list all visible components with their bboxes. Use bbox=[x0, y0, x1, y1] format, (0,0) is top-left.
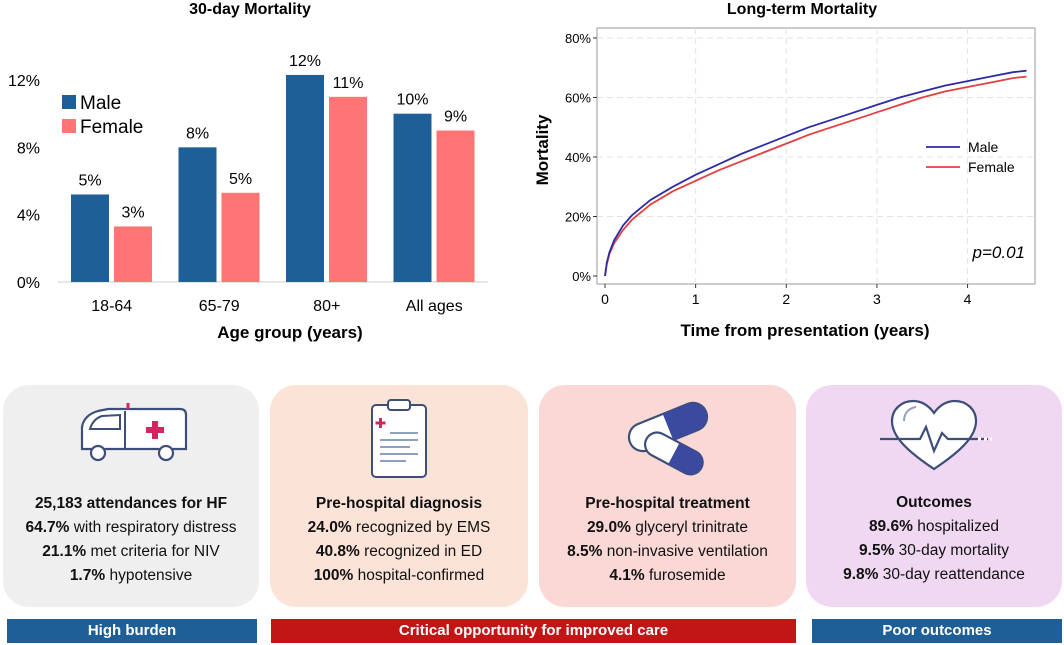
km-y-tick-label: 20% bbox=[565, 209, 591, 224]
bar-data-label: 10% bbox=[396, 92, 428, 109]
banner-critical-opportunity: Critical opportunity for improved care bbox=[271, 619, 796, 643]
km-x-tick-label: 4 bbox=[964, 291, 972, 307]
km-plot-frame bbox=[596, 27, 1036, 285]
card-outcomes-line-1: 89.6% hospitalized bbox=[868, 518, 1000, 535]
km-y-tick-label: 80% bbox=[565, 31, 591, 46]
bar-male-65-79 bbox=[178, 147, 217, 282]
card-diagnosis-line-2: 40.8% recognized in ED bbox=[315, 543, 483, 560]
bar-x-tick-label: 65-79 bbox=[199, 298, 240, 315]
bar-male-18-64 bbox=[71, 194, 109, 282]
ambulance-icon bbox=[68, 397, 194, 472]
card-high-burden: 25,183 attendances for HF 64.7% with res… bbox=[3, 385, 259, 607]
bar-data-label: 5% bbox=[229, 171, 252, 188]
banner-poor-outcomes: Poor outcomes bbox=[812, 619, 1062, 643]
card-burden-line-1: 64.7% with respiratory distress bbox=[25, 519, 237, 536]
bar-data-label: 11% bbox=[333, 75, 364, 92]
km-x-tick-label: 3 bbox=[873, 291, 881, 307]
km-y-tick-label: 40% bbox=[565, 150, 591, 165]
km-line-female bbox=[604, 75, 1027, 277]
card-treatment-line-3: 4.1% furosemide bbox=[609, 567, 726, 584]
bar-y-tick-label: 12% bbox=[8, 73, 40, 90]
km-chart-title: Long-term Mortality bbox=[727, 1, 877, 18]
legend-label-male: Male bbox=[80, 93, 121, 114]
bar-data-label: 5% bbox=[78, 172, 101, 189]
km-chart-legend: Male Female bbox=[926, 139, 1015, 175]
card-outcomes-line-2: 9.5% 30-day mortality bbox=[859, 542, 1009, 559]
km-chart-ylabel: Mortality bbox=[533, 114, 552, 185]
km-line-male bbox=[604, 69, 1027, 277]
heartbeat-icon bbox=[876, 397, 992, 480]
bar-chart-30-day-mortality: 30-day Mortality 0% 4% 8% 12% 18-64 65-79 80+ A… bbox=[8, 1, 488, 342]
card-diagnosis-line-1: 24.0% recognized by EMS bbox=[307, 519, 491, 536]
card-outcomes: Outcomes 89.6% hospitalized 9.5% 30-day … bbox=[806, 385, 1062, 607]
bar-female-80+ bbox=[329, 96, 367, 282]
bar-chart-bars: 5% 3% 8% 5% 12% 11% 10% 9% bbox=[71, 53, 475, 283]
km-y-tick-label: 0% bbox=[572, 269, 591, 284]
bar-male-80+ bbox=[286, 74, 324, 282]
bar-y-tick-label: 8% bbox=[17, 140, 40, 157]
bar-x-tick-label: 18-64 bbox=[91, 298, 132, 315]
bar-female-65-79 bbox=[221, 192, 260, 282]
bar-x-tick-label: 80+ bbox=[313, 298, 340, 315]
pills-icon bbox=[613, 397, 723, 482]
legend-label-female: Female bbox=[80, 117, 143, 138]
bar-y-tick-label: 4% bbox=[17, 208, 40, 225]
bar-data-label: 9% bbox=[444, 109, 467, 126]
card-burden-line-2: 21.1% met criteria for NIV bbox=[42, 543, 220, 560]
km-x-tick-label: 2 bbox=[782, 291, 790, 307]
bar-x-tick-label: All ages bbox=[406, 298, 463, 315]
km-chart-axes: 0% 20% 40% 60% 80% 0 1 2 3 4 bbox=[565, 27, 1036, 307]
card-outcomes-line-3: 9.8% 30-day reattendance bbox=[843, 566, 1025, 583]
km-legend-label-male: Male bbox=[968, 139, 999, 155]
bar-female-18-64 bbox=[114, 226, 152, 282]
card-outcomes-title: Outcomes bbox=[896, 494, 972, 511]
bar-chart-legend: Male Female bbox=[62, 93, 143, 138]
bar-chart-xlabel: Age group (years) bbox=[217, 323, 362, 342]
card-diagnosis-line-3: 100% hospital-confirmed bbox=[313, 567, 485, 584]
bar-data-label: 12% bbox=[289, 53, 321, 70]
banner-high-burden: High burden bbox=[7, 619, 257, 643]
legend-swatch-male bbox=[62, 95, 76, 109]
bar-male-all-ages bbox=[393, 113, 432, 283]
bar-female-all-ages bbox=[436, 130, 475, 282]
km-chart-xlabel: Time from presentation (years) bbox=[680, 321, 929, 340]
card-burden-title: 25,183 attendances for HF bbox=[34, 495, 228, 512]
km-y-tick-label: 60% bbox=[565, 90, 591, 105]
km-x-tick-label: 0 bbox=[601, 291, 609, 307]
clipboard-icon bbox=[364, 397, 434, 486]
bar-data-label: 3% bbox=[121, 204, 144, 221]
card-diagnosis-title: Pre-hospital diagnosis bbox=[315, 495, 483, 512]
card-treatment-line-2: 8.5% non-invasive ventilation bbox=[567, 543, 768, 560]
bar-chart-title: 30-day Mortality bbox=[189, 1, 311, 18]
bar-data-label: 8% bbox=[186, 125, 209, 142]
line-chart-long-term-mortality: Long-term Mortality 0%20%40%60%80%0 1 2 3 4 … bbox=[533, 1, 1036, 340]
km-legend-label-female: Female bbox=[968, 159, 1015, 175]
km-x-tick-label: 1 bbox=[692, 291, 700, 307]
legend-swatch-female bbox=[62, 119, 76, 133]
card-treatment-line-1: 29.0% glyceryl trinitrate bbox=[586, 519, 749, 536]
card-pre-hospital-diagnosis: Pre-hospital diagnosis 24.0% recognized … bbox=[270, 385, 528, 607]
card-treatment-title: Pre-hospital treatment bbox=[585, 495, 750, 512]
km-chart-p-value: p=0.01 bbox=[972, 243, 1025, 262]
card-burden-line-3: 1.7% hypotensive bbox=[69, 567, 193, 584]
bar-chart-axes: 0% 4% 8% 12% 18-64 65-79 80+ All ages bbox=[8, 73, 488, 315]
card-pre-hospital-treatment: Pre-hospital treatment 29.0% glyceryl tr… bbox=[539, 385, 796, 607]
bar-y-tick-label: 0% bbox=[17, 275, 40, 292]
km-chart-lines bbox=[604, 69, 1027, 277]
